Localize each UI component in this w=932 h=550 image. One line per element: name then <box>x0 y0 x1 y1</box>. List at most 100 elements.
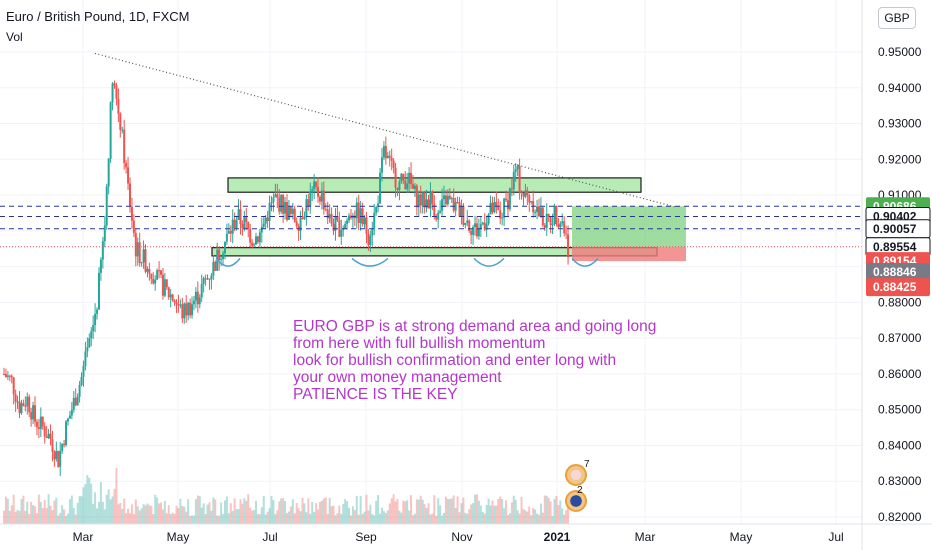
candle-body <box>293 208 296 222</box>
candle-body <box>227 230 230 234</box>
candlesticks <box>3 80 570 476</box>
y-tick-label: 0.93000 <box>878 117 922 131</box>
volume-bar <box>472 503 475 524</box>
volume-bar <box>458 512 461 524</box>
uk-flag-icon[interactable] <box>565 464 587 486</box>
volume-bar <box>489 505 492 524</box>
candle-body <box>140 262 143 264</box>
volume-bar <box>413 513 416 524</box>
candle-body <box>508 188 511 210</box>
candle-body <box>317 186 320 197</box>
candle-body <box>220 258 223 261</box>
candle-body <box>53 451 56 460</box>
currency-button[interactable]: GBP <box>878 7 916 29</box>
volume-bar <box>373 515 376 524</box>
candle-body <box>549 216 552 225</box>
volume-bar <box>382 511 385 524</box>
volume-bar <box>210 510 213 524</box>
candle-body <box>179 304 182 306</box>
volume-bar <box>3 510 5 524</box>
candle-body <box>121 129 124 131</box>
volume-bar <box>553 498 556 524</box>
volume-bar <box>125 513 128 524</box>
volume-bar <box>233 498 236 524</box>
volume-bar <box>348 507 351 524</box>
volume-bar <box>526 511 529 524</box>
candle-body <box>204 278 207 280</box>
candle-body <box>481 222 484 225</box>
volume-bar <box>260 507 263 524</box>
candle-body <box>160 270 163 275</box>
candle-body <box>241 224 244 229</box>
candle-body <box>284 202 287 214</box>
volume-bar <box>88 477 91 524</box>
volume-bar <box>483 513 486 524</box>
candle-body <box>222 253 225 259</box>
volume-bar <box>406 500 409 524</box>
candle-body <box>84 351 87 366</box>
volume-bar <box>65 515 68 524</box>
volume-bar <box>115 468 118 524</box>
candle-body <box>328 214 331 219</box>
x-tick-label: Jul <box>262 530 277 544</box>
volume-bar <box>555 495 558 524</box>
volume-bar <box>278 501 281 524</box>
candle-body <box>20 403 23 414</box>
volume-bar <box>371 514 374 524</box>
volume-bar <box>336 513 339 524</box>
volume-bar <box>377 495 380 524</box>
candle-body <box>212 261 215 276</box>
candle-body <box>251 242 254 246</box>
candle-body <box>14 394 17 402</box>
volume-bar <box>396 499 399 524</box>
volume-bar <box>320 500 323 524</box>
volume-bar <box>421 499 424 524</box>
candle-body <box>534 212 537 214</box>
candle-body <box>506 200 509 210</box>
candle-body <box>398 181 401 190</box>
volume-bar <box>268 508 271 524</box>
candle-body <box>390 157 393 161</box>
candle-body <box>229 230 232 234</box>
volume-bar <box>163 501 166 524</box>
candle-body <box>26 396 29 407</box>
volume-indicator-label[interactable]: Vol <box>6 30 23 44</box>
volume-bar <box>247 494 250 524</box>
volume-bar <box>192 515 195 524</box>
volume-bar <box>113 488 116 524</box>
candle-body <box>233 219 236 228</box>
candle-body <box>520 190 523 194</box>
volume-bar <box>357 514 360 524</box>
volume-bar <box>158 503 161 524</box>
candle-body <box>107 158 110 187</box>
candle-body <box>468 220 471 232</box>
volume-bar <box>59 512 62 524</box>
candle-body <box>82 365 85 377</box>
eu-flag-icon[interactable] <box>565 490 587 512</box>
volume-bar <box>35 513 38 524</box>
candle-body <box>379 172 382 204</box>
candle-body <box>384 146 387 159</box>
candle-body <box>493 202 496 213</box>
price-badge-label: 0.88846 <box>873 265 917 279</box>
candle-body <box>286 202 288 220</box>
event-count: 2 <box>577 485 583 496</box>
candle-body <box>505 198 508 201</box>
candle-body <box>421 192 424 206</box>
candle-body <box>264 217 267 224</box>
volume-bar <box>437 498 440 524</box>
candle-body <box>196 291 199 305</box>
volume-bar <box>72 508 75 524</box>
candle-body <box>410 172 413 185</box>
candle-body <box>514 169 517 172</box>
note-line: PATIENCE IS THE KEY <box>293 386 458 403</box>
candle-body <box>177 304 180 306</box>
candle-body <box>65 421 68 445</box>
candle-body <box>16 401 19 403</box>
candle-body <box>472 226 475 235</box>
candle-body <box>76 396 79 406</box>
volume-bar <box>189 515 192 524</box>
candle-body <box>429 191 432 209</box>
volume-bar <box>359 495 362 524</box>
